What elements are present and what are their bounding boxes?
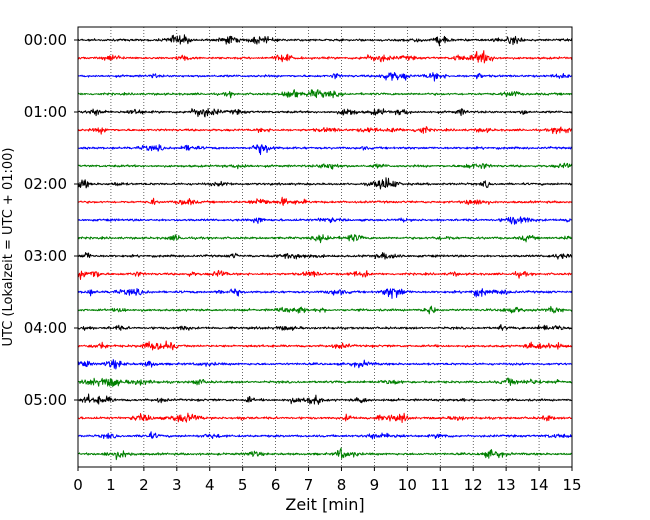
trace-0545	[77, 447, 573, 461]
trace-0530	[77, 431, 573, 440]
trace-0100	[77, 108, 573, 118]
y-tick-label-05:00: 05:00	[24, 391, 67, 409]
x-tick-label-13: 13	[497, 476, 516, 494]
trace-0200	[77, 177, 573, 190]
trace-0430	[77, 359, 573, 370]
y-tick-label-00:00: 00:00	[24, 31, 67, 49]
trace-0415	[77, 340, 573, 351]
x-tick-label-9: 9	[370, 476, 380, 494]
trace-0145	[77, 162, 573, 170]
trace-0030	[77, 71, 573, 82]
x-tick-label-8: 8	[337, 476, 347, 494]
trace-0315	[77, 269, 573, 280]
trace-0115	[77, 126, 573, 135]
x-axis-label: Zeit [min]	[285, 495, 364, 514]
x-tick-label-2: 2	[139, 476, 149, 494]
trace-0215	[77, 196, 573, 206]
grid	[110, 27, 540, 467]
x-tick-label-12: 12	[464, 476, 483, 494]
trace-0300	[77, 252, 573, 260]
y-axis: 00:00 01:00 02:00 03:00 04:00 05:00	[24, 31, 78, 409]
y-tick-label-02:00: 02:00	[24, 175, 67, 193]
trace-0045	[77, 89, 573, 99]
y-tick-label-01:00: 01:00	[24, 103, 67, 121]
x-tick-label-1: 1	[106, 476, 116, 494]
x-axis: 0 1 2 3 4 5 6 7 8 9 10 11 12 13 14 15	[73, 467, 582, 494]
x-tick-label-14: 14	[530, 476, 549, 494]
traces	[77, 34, 573, 461]
x-tick-label-6: 6	[271, 476, 281, 494]
x-tick-label-5: 5	[238, 476, 248, 494]
trace-0345	[77, 305, 573, 315]
trace-0245	[77, 234, 573, 244]
trace-0130	[77, 144, 573, 156]
x-tick-label-0: 0	[73, 476, 83, 494]
trace-0230	[77, 216, 573, 225]
trace-0445	[77, 377, 573, 388]
y-tick-label-04:00: 04:00	[24, 319, 67, 337]
plot-frame	[77, 26, 573, 468]
trace-0000	[77, 34, 573, 47]
trace-0400	[77, 324, 573, 331]
x-tick-label-4: 4	[205, 476, 215, 494]
trace-0330	[77, 287, 573, 299]
y-tick-label-03:00: 03:00	[24, 247, 67, 265]
x-tick-label-10: 10	[398, 476, 417, 494]
trace-0515	[77, 412, 573, 424]
y-axis-label: UTC (Lokalzeit = UTC + 01:00)	[1, 148, 16, 347]
trace-0500	[77, 393, 573, 405]
x-tick-label-15: 15	[562, 476, 581, 494]
x-tick-label-11: 11	[431, 476, 450, 494]
x-tick-label-7: 7	[304, 476, 314, 494]
trace-0015	[77, 50, 573, 64]
x-tick-label-3: 3	[172, 476, 182, 494]
